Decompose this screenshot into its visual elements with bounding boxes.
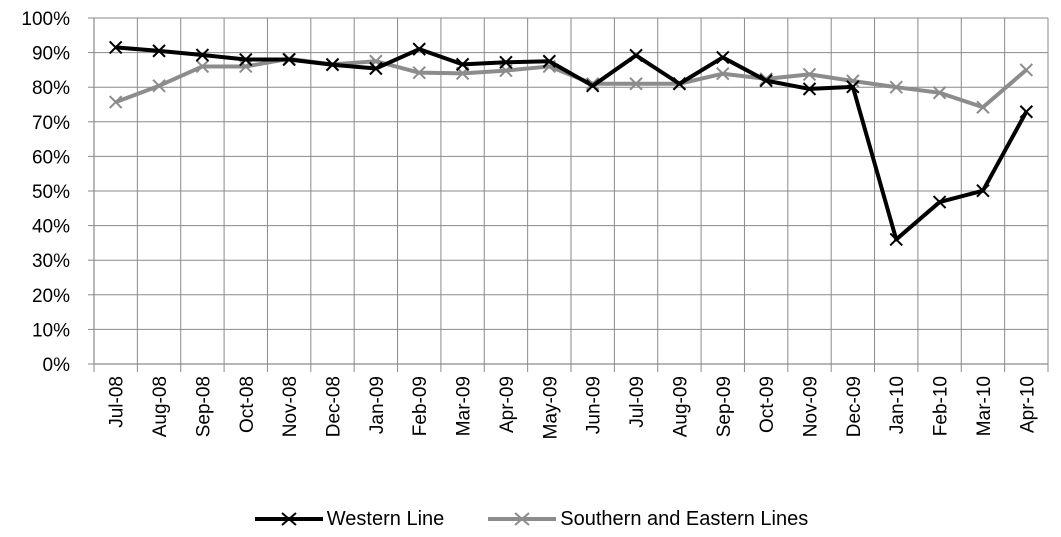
x-tick-label: Dec-09 xyxy=(844,376,865,437)
legend-item-western-line: Western Line xyxy=(253,508,444,531)
legend-label-western-line: Western Line xyxy=(326,507,445,530)
x-tick-label: Feb-10 xyxy=(931,376,952,436)
line-chart: 0% 10% 20% 30% 40% 50% 60% 70% 80% 90% 100% Jul-08… xyxy=(21,9,1049,439)
legend-label-southern-eastern-lines: Southern and Eastern Lines xyxy=(560,507,809,530)
data-point xyxy=(585,79,600,93)
data-point xyxy=(499,55,513,69)
data-point xyxy=(455,57,470,72)
data-point xyxy=(846,74,860,88)
data-point xyxy=(716,50,730,65)
x-tick-label: Aug-09 xyxy=(670,376,691,437)
x-tick-label: Nov-08 xyxy=(280,376,301,437)
y-tick-label: 100% xyxy=(21,9,70,30)
data-point xyxy=(629,48,643,63)
y-tick-label: 30% xyxy=(32,251,70,272)
x-tick-label: Oct-08 xyxy=(237,376,258,433)
data-point xyxy=(152,44,166,58)
y-tick-label: 10% xyxy=(32,320,70,341)
x-tick-label: Mar-09 xyxy=(454,376,475,436)
data-point xyxy=(239,52,253,67)
y-axis-tick-labels: 0% 10% 20% 30% 40% 50% 60% 70% 80% 90% 100% xyxy=(21,9,70,376)
x-tick-label: Sep-08 xyxy=(193,376,214,437)
data-point xyxy=(412,42,426,56)
data-point xyxy=(802,82,817,96)
data-point xyxy=(108,40,123,55)
x-tick-label: Apr-10 xyxy=(1017,376,1038,433)
x-tick-label: Oct-09 xyxy=(757,376,778,433)
data-point xyxy=(282,52,296,67)
data-point xyxy=(976,183,990,198)
series-group xyxy=(108,40,1034,247)
legend: Western Line Southern and Eastern Lines xyxy=(0,505,1061,533)
series-line xyxy=(115,45,1029,242)
data-point xyxy=(932,86,947,100)
x-tick-label: Jan-10 xyxy=(887,376,908,434)
x-tick-label: Jun-09 xyxy=(584,376,605,434)
y-tick-label: 80% xyxy=(32,78,70,99)
data-point xyxy=(1019,105,1034,119)
x-tick-label: Sep-09 xyxy=(714,376,735,437)
x-tick-label: Jul-08 xyxy=(107,376,128,428)
axes xyxy=(88,17,1048,365)
x-tick-label: Apr-09 xyxy=(497,376,518,433)
x-tick-label: Aug-08 xyxy=(150,376,171,437)
data-point xyxy=(716,66,730,81)
x-tick-label: Dec-08 xyxy=(324,376,345,437)
data-point xyxy=(195,48,210,62)
data-point xyxy=(932,195,947,209)
y-tick-label: 60% xyxy=(32,147,70,168)
series-0 xyxy=(108,40,1034,247)
x-tick-label: Mar-10 xyxy=(974,376,995,436)
x-tick-label: Jul-09 xyxy=(627,376,648,428)
data-point xyxy=(846,80,860,94)
data-point xyxy=(108,95,123,109)
data-point xyxy=(889,80,903,94)
data-point xyxy=(889,232,903,247)
y-tick-label: 20% xyxy=(32,286,70,307)
data-point xyxy=(325,58,340,72)
x-tick-label: Feb-09 xyxy=(410,376,431,436)
legend-swatch-southern-eastern-lines xyxy=(488,512,557,526)
legend-item-southern-eastern-lines: Southern and Eastern Lines xyxy=(486,508,808,531)
data-point xyxy=(976,100,990,114)
y-tick-label: 70% xyxy=(32,113,70,134)
data-point xyxy=(1019,63,1034,77)
data-point xyxy=(802,67,817,82)
x-tick-label: May-09 xyxy=(540,376,561,439)
x-axis-tick-labels: Jul-08 Aug-08 Sep-08 Oct-08 Nov-08 Dec-08 Jan-… xyxy=(107,376,1039,439)
data-point xyxy=(542,54,557,68)
data-point xyxy=(759,73,773,88)
x-tick-label: Nov-09 xyxy=(801,376,822,437)
y-tick-label: 50% xyxy=(32,182,70,203)
legend-swatch-western-line xyxy=(254,512,323,526)
y-tick-label: 90% xyxy=(32,44,70,65)
data-point xyxy=(369,61,383,76)
data-point xyxy=(412,65,426,80)
data-point xyxy=(195,59,210,74)
gridlines xyxy=(93,17,1049,372)
y-tick-label: 0% xyxy=(43,355,71,376)
x-tick-label: Jan-09 xyxy=(367,376,388,434)
data-point xyxy=(152,79,166,93)
y-tick-label: 40% xyxy=(32,217,70,238)
data-point xyxy=(672,77,687,91)
data-point xyxy=(629,77,643,91)
